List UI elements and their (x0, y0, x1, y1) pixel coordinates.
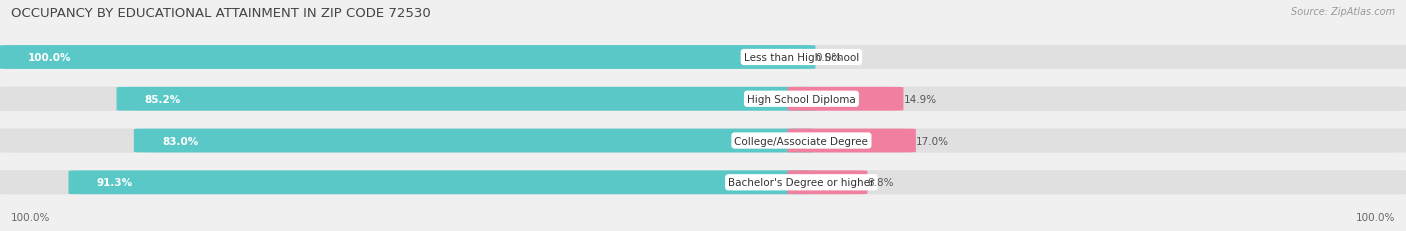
FancyBboxPatch shape (0, 129, 1406, 153)
Text: Less than High School: Less than High School (744, 53, 859, 63)
Text: College/Associate Degree: College/Associate Degree (734, 136, 869, 146)
Text: 8.8%: 8.8% (868, 177, 894, 188)
Text: High School Diploma: High School Diploma (747, 94, 856, 104)
Text: 0.0%: 0.0% (815, 53, 842, 63)
FancyBboxPatch shape (0, 170, 1406, 195)
FancyBboxPatch shape (134, 129, 815, 153)
FancyBboxPatch shape (787, 129, 915, 153)
FancyBboxPatch shape (0, 46, 815, 70)
Text: 91.3%: 91.3% (97, 177, 132, 188)
FancyBboxPatch shape (69, 171, 815, 194)
Text: OCCUPANCY BY EDUCATIONAL ATTAINMENT IN ZIP CODE 72530: OCCUPANCY BY EDUCATIONAL ATTAINMENT IN Z… (11, 7, 432, 20)
FancyBboxPatch shape (0, 87, 1406, 111)
Text: Bachelor's Degree or higher: Bachelor's Degree or higher (728, 177, 875, 188)
Text: 85.2%: 85.2% (145, 94, 181, 104)
Text: 100.0%: 100.0% (11, 212, 51, 222)
Text: 100.0%: 100.0% (1355, 212, 1395, 222)
Text: 100.0%: 100.0% (28, 53, 72, 63)
FancyBboxPatch shape (787, 88, 904, 111)
Text: Source: ZipAtlas.com: Source: ZipAtlas.com (1291, 7, 1395, 17)
FancyBboxPatch shape (787, 171, 868, 194)
Text: 14.9%: 14.9% (904, 94, 936, 104)
FancyBboxPatch shape (0, 46, 1406, 70)
Text: 17.0%: 17.0% (915, 136, 949, 146)
Text: 83.0%: 83.0% (162, 136, 198, 146)
FancyBboxPatch shape (117, 88, 815, 111)
